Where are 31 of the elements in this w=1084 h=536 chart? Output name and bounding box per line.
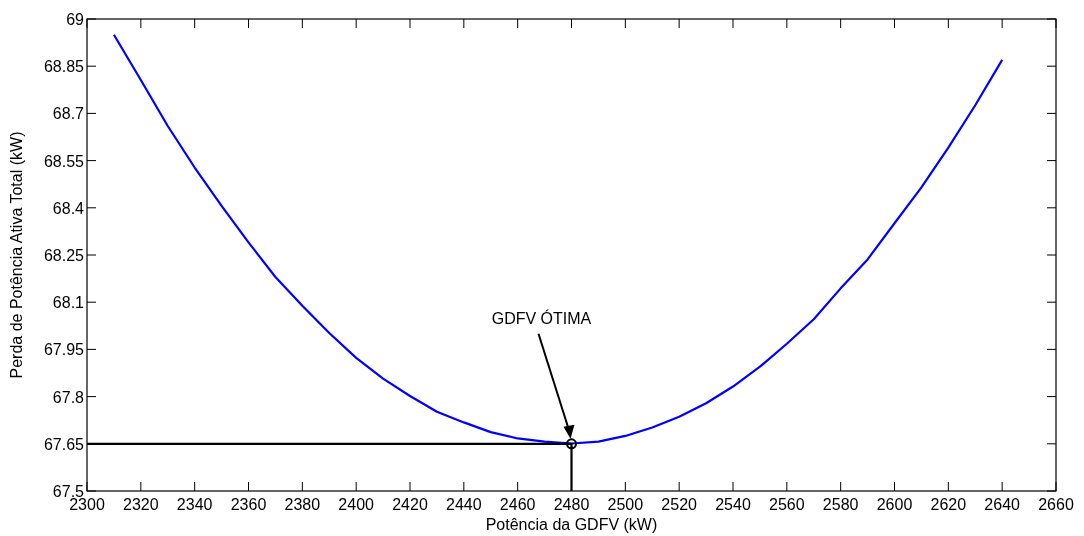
y-tick-label: 68.25 <box>43 247 85 264</box>
y-tick-label: 68.4 <box>52 199 85 217</box>
x-tick-label: 2660 <box>1038 496 1074 513</box>
x-tick-label: 2620 <box>930 496 967 513</box>
y-axis-title: Perda de Potência Ativa Total (kW) <box>8 131 25 379</box>
x-tick-label: 2600 <box>876 496 913 513</box>
x-tick-label: 2540 <box>715 496 751 513</box>
x-tick-label: 2560 <box>769 496 805 513</box>
y-tick-label: 68.7 <box>52 105 85 123</box>
x-tick-label: 2480 <box>553 496 590 513</box>
x-tick-label: 2380 <box>284 496 321 513</box>
x-tick-label: 2580 <box>822 496 859 513</box>
y-tick-label: 68.55 <box>43 152 85 170</box>
x-tick-label: 2440 <box>446 496 482 513</box>
y-tick-label: 67.8 <box>52 388 85 406</box>
x-tick-label: 2520 <box>661 496 698 513</box>
y-tick-label: 69 <box>66 11 85 28</box>
x-tick-label: 2340 <box>176 496 213 513</box>
x-axis-title: Potência da GDFV (kW) <box>485 516 658 533</box>
x-tick-label: 2420 <box>392 496 428 513</box>
x-tick-label: 2640 <box>984 496 1021 513</box>
y-tick-label: 68.1 <box>52 294 85 312</box>
y-tick-label: 68.85 <box>43 58 85 76</box>
x-tick-label: 2500 <box>607 496 644 513</box>
x-tick-label: 2360 <box>230 496 267 513</box>
x-tick-label: 2460 <box>499 496 536 513</box>
y-tick-label: 67.65 <box>43 435 85 453</box>
annotation: GDFV ÓTIMA <box>491 308 592 327</box>
y-tick-label: 67.95 <box>43 341 85 359</box>
x-tick-label: 2400 <box>338 496 375 513</box>
x-tick-label: 2320 <box>123 496 159 513</box>
